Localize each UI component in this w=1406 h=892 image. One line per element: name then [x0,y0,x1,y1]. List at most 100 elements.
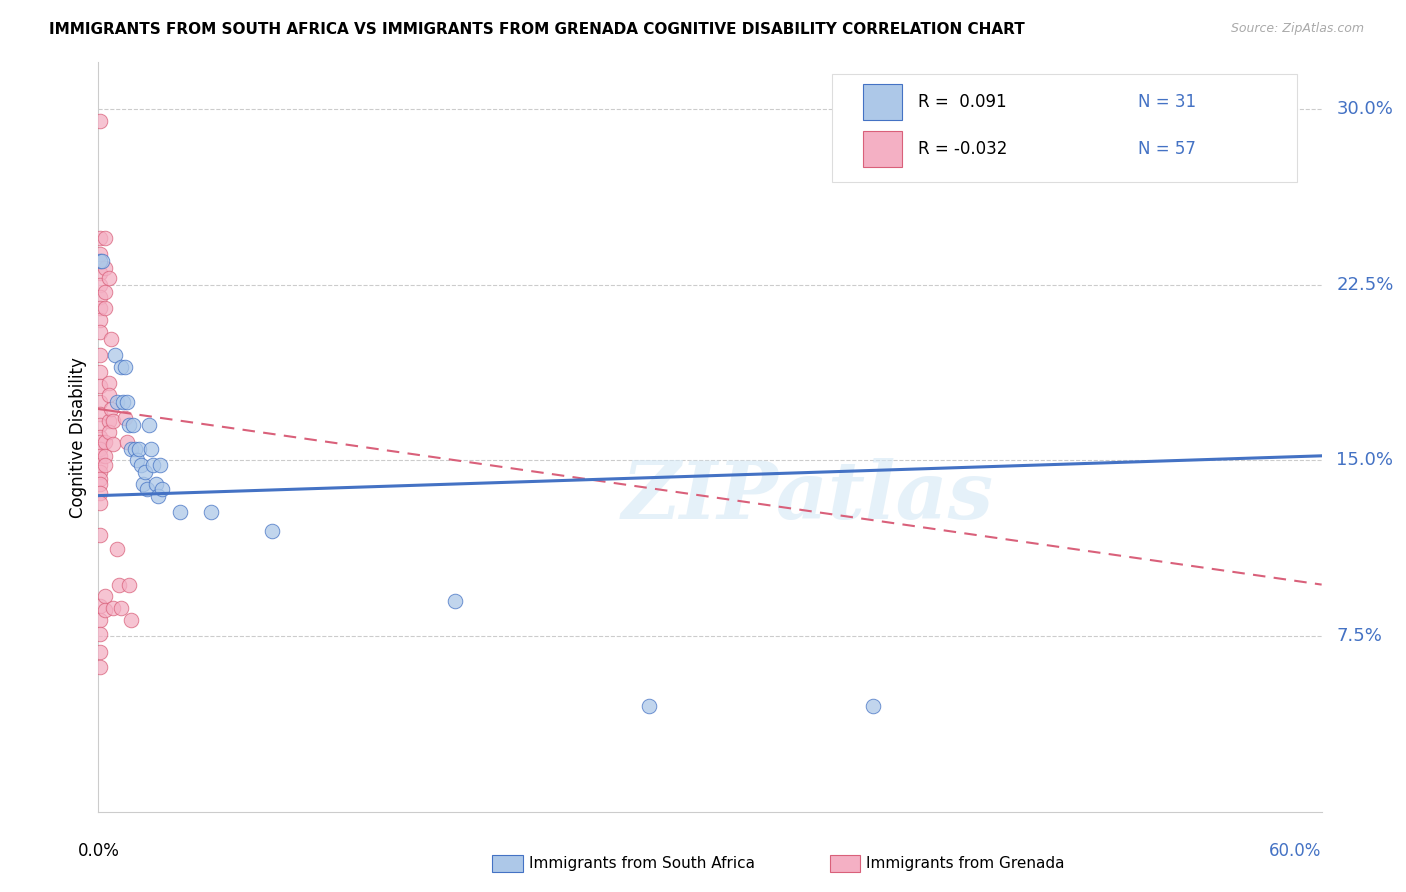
Text: R = -0.032: R = -0.032 [918,140,1007,158]
Text: 15.0%: 15.0% [1336,451,1393,469]
Point [89,277,111,292]
Point [101,437,124,451]
Point [100,332,122,346]
Text: N = 31: N = 31 [1139,93,1197,112]
Point [141,442,163,456]
Point [93,603,115,617]
Point [101,414,124,428]
Point [97,425,120,440]
Point [89,476,111,491]
Point [97,414,120,428]
Point [108,577,131,591]
Point [89,613,111,627]
Point [89,430,111,444]
Point [89,465,111,479]
Point [118,577,141,591]
Point [114,359,136,374]
Point [89,418,111,433]
Point [100,402,122,417]
Point [120,613,142,627]
Point [444,594,467,608]
Point [115,395,138,409]
Point [89,313,111,327]
Point [104,348,127,362]
Point [127,453,149,467]
Point [93,261,115,276]
Point [132,476,155,491]
Point [105,395,128,409]
Point [134,465,156,479]
Point [89,266,111,280]
Text: Source: ZipAtlas.com: Source: ZipAtlas.com [1230,22,1364,36]
Text: 22.5%: 22.5% [1336,276,1393,293]
Point [89,254,111,268]
Point [89,486,111,500]
Point [93,434,115,449]
Point [89,449,111,463]
Point [89,528,111,542]
Point [89,325,111,339]
Point [637,699,661,714]
Point [89,114,111,128]
Point [136,482,159,496]
Point [89,646,111,660]
Text: Immigrants from Grenada: Immigrants from Grenada [866,856,1064,871]
Point [89,231,111,245]
Point [93,458,115,473]
Point [149,458,172,473]
Point [169,505,191,519]
Point [97,271,120,285]
Point [129,458,152,473]
Point [93,590,115,604]
Point [142,458,165,473]
Point [101,601,124,615]
Point [89,365,111,379]
Point [93,301,115,316]
Text: R =  0.091: R = 0.091 [918,93,1007,112]
Point [105,542,128,557]
Point [89,247,111,261]
Point [120,442,142,456]
Point [89,289,111,303]
Point [128,442,150,456]
Point [260,524,283,538]
Point [138,418,160,433]
Point [97,376,120,391]
Point [89,348,111,362]
FancyBboxPatch shape [863,130,903,167]
Point [145,476,167,491]
Text: 30.0%: 30.0% [1336,100,1393,119]
FancyBboxPatch shape [832,74,1298,182]
Text: 0.0%: 0.0% [77,842,120,860]
Point [200,505,222,519]
Point [89,407,111,421]
Point [110,359,132,374]
Point [89,599,111,613]
Point [122,418,145,433]
Text: 7.5%: 7.5% [1336,627,1382,645]
Text: N = 57: N = 57 [1139,140,1197,158]
Point [89,434,111,449]
Point [89,495,111,509]
Text: Immigrants from South Africa: Immigrants from South Africa [529,856,755,871]
Point [89,659,111,673]
Point [91,254,114,268]
Y-axis label: Cognitive Disability: Cognitive Disability [69,357,87,517]
Text: 60.0%: 60.0% [1270,842,1322,860]
FancyBboxPatch shape [863,84,903,120]
Point [93,449,115,463]
Text: IMMIGRANTS FROM SOUTH AFRICA VS IMMIGRANTS FROM GRENADA COGNITIVE DISABILITY COR: IMMIGRANTS FROM SOUTH AFRICA VS IMMIGRAN… [49,22,1025,37]
Point [146,489,169,503]
Point [118,418,141,433]
Point [89,442,111,456]
Point [89,626,111,640]
Point [111,395,134,409]
Point [89,458,111,473]
Point [124,442,146,456]
Point [89,395,111,409]
Point [93,231,115,245]
Point [114,411,136,425]
Text: ZIPatlas: ZIPatlas [621,458,994,536]
Point [89,301,111,316]
Point [150,482,173,496]
